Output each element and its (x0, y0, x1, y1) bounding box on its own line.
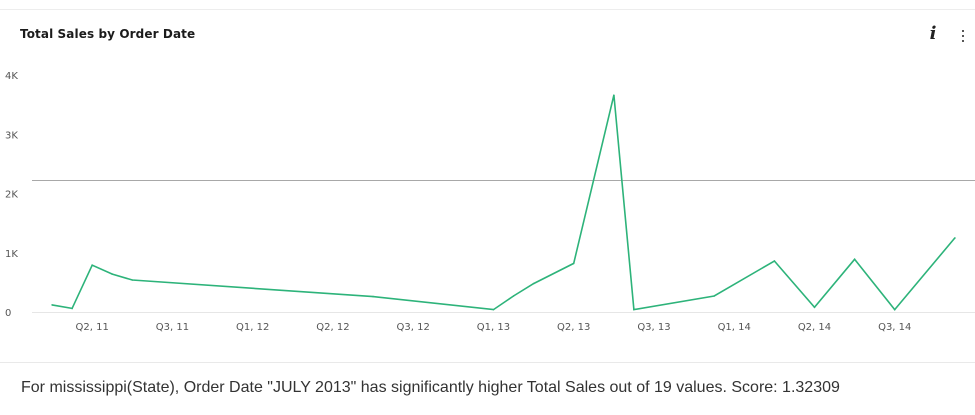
data-point (954, 237, 956, 239)
y-tick-label: 3K (5, 130, 18, 141)
data-point (492, 308, 495, 311)
x-tick-label: Q1, 13 (477, 322, 510, 333)
info-icon[interactable]: i (929, 23, 937, 44)
more-dot (962, 40, 965, 43)
data-point (633, 308, 635, 311)
y-axis: 0 1K 2K 3K 4K (5, 71, 18, 319)
data-point (773, 260, 776, 262)
insight-text: For mississippi(State), Order Date "JULY… (21, 379, 840, 396)
x-tick-label: Q2, 11 (76, 322, 109, 333)
x-tick-label: Q2, 12 (316, 322, 349, 333)
x-tick-label: Q1, 12 (236, 322, 269, 333)
y-tick-label: 4K (5, 71, 18, 82)
card-top-divider (0, 9, 975, 10)
data-point (131, 279, 134, 281)
x-tick-label: Q3, 11 (156, 322, 189, 333)
data-point (893, 308, 896, 311)
data-point (111, 273, 114, 275)
x-tick-label: Q3, 12 (397, 322, 430, 333)
series-line (51, 94, 956, 311)
data-point (713, 295, 715, 297)
x-tick-label: Q1, 14 (718, 322, 751, 333)
y-tick-label: 0 (5, 308, 11, 319)
chart-title: Total Sales by Order Date (20, 27, 196, 41)
y-tick-label: 1K (5, 249, 18, 260)
x-axis: Q2, 11 Q3, 11 Q1, 12 Q2, 12 Q3, 12 Q1, 13 Q2, … (76, 322, 912, 333)
more-vertical-icon[interactable] (958, 28, 968, 44)
data-point (91, 264, 93, 266)
more-dot (962, 30, 965, 33)
x-tick-label: Q3, 14 (878, 322, 911, 333)
data-point (813, 306, 816, 309)
x-tick-label: Q2, 14 (798, 322, 831, 333)
data-point (372, 295, 374, 298)
data-point (51, 304, 53, 306)
data-point (71, 307, 73, 310)
data-point (853, 258, 856, 261)
data-point (512, 295, 515, 297)
line-chart: 0 1K 2K 3K 4K Q2, 11 Q3, 11 Q1, 12 Q2, 12 Q3, 12… (5, 71, 975, 333)
data-point (572, 262, 575, 265)
y-tick-label: 2K (5, 190, 18, 201)
data-point (613, 94, 615, 96)
series-group (51, 94, 956, 311)
data-point (532, 282, 535, 285)
x-tick-label: Q2, 13 (557, 322, 590, 333)
more-dot (962, 35, 965, 38)
card-bottom-divider (0, 362, 975, 363)
x-tick-label: Q3, 13 (637, 322, 670, 333)
